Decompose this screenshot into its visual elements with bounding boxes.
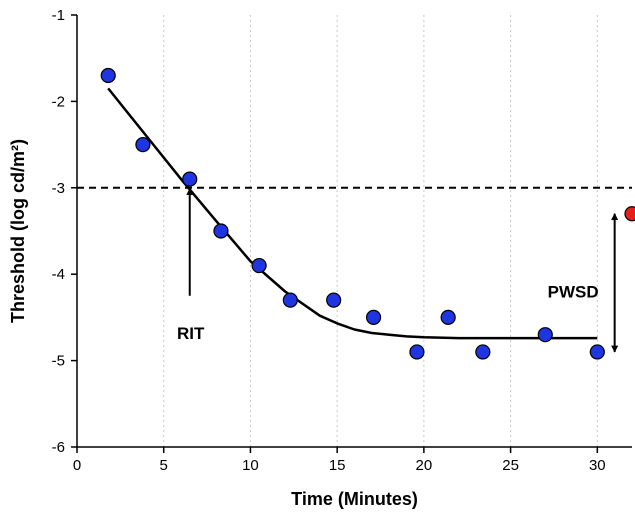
fit-curve-group xyxy=(107,87,598,340)
fit-curve xyxy=(107,87,598,340)
x-tick-label: 30 xyxy=(589,457,606,474)
y-axis-title: Threshold (log cd/m²) xyxy=(8,139,28,323)
data-point xyxy=(409,344,425,360)
y-tick-label: -6 xyxy=(52,439,65,456)
x-tick-label: 25 xyxy=(502,457,519,474)
data-points xyxy=(100,67,635,360)
data-point xyxy=(282,292,298,308)
data-point xyxy=(213,223,229,239)
data-point xyxy=(100,67,116,84)
y-tick-label: -4 xyxy=(52,266,65,283)
rit-label: RIT xyxy=(177,324,205,343)
data-point xyxy=(135,137,151,153)
data-point xyxy=(182,171,198,187)
grid-lines xyxy=(163,15,598,447)
x-tick-label: 5 xyxy=(160,457,168,474)
y-tick-label: -1 xyxy=(52,7,65,24)
annotations: RIT PWSD xyxy=(177,188,619,353)
x-tick-label: 20 xyxy=(416,457,433,474)
data-point xyxy=(365,309,382,325)
x-tick-label: 10 xyxy=(242,457,259,474)
pwsd-label: PWSD xyxy=(548,282,599,301)
data-point xyxy=(251,257,267,274)
y-tick-label: -2 xyxy=(52,93,65,110)
axes xyxy=(71,14,632,453)
y-tick-label: -5 xyxy=(52,353,65,370)
x-tick-label: 15 xyxy=(329,457,346,474)
data-point xyxy=(475,344,491,360)
highlight-point xyxy=(624,206,635,222)
axis-labels: 0 5 10 15 20 25 30 -6 -5 -4 -3 -2 -1 xyxy=(52,7,606,474)
data-point xyxy=(440,309,456,325)
x-axis-title: Time (Minutes) xyxy=(291,489,418,509)
y-tick-label: -3 xyxy=(52,180,65,197)
x-tick-label: 0 xyxy=(73,457,81,474)
data-point xyxy=(326,292,342,308)
data-point xyxy=(589,344,605,360)
data-point xyxy=(537,327,553,343)
